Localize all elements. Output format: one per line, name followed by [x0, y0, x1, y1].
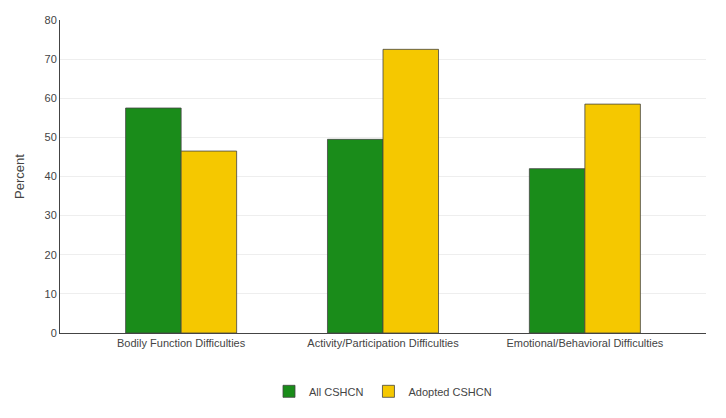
svg-text:80: 80: [45, 14, 57, 26]
svg-text:Adopted CSHCN: Adopted CSHCN: [408, 386, 491, 398]
svg-text:70: 70: [45, 53, 57, 65]
svg-text:Activity/Participation Difficu: Activity/Participation Difficulties: [307, 337, 459, 349]
svg-text:All CSHCN: All CSHCN: [309, 386, 363, 398]
svg-text:30: 30: [45, 209, 57, 221]
svg-text:Percent: Percent: [12, 154, 27, 199]
svg-text:10: 10: [45, 288, 57, 300]
svg-text:40: 40: [45, 170, 57, 182]
svg-text:Bodily Function Difficulties: Bodily Function Difficulties: [117, 337, 246, 349]
svg-text:60: 60: [45, 92, 57, 104]
svg-text:20: 20: [45, 249, 57, 261]
svg-text:Emotional/Behavioral Difficult: Emotional/Behavioral Difficulties: [506, 337, 663, 349]
svg-text:50: 50: [45, 131, 57, 143]
svg-text:0: 0: [51, 327, 57, 339]
